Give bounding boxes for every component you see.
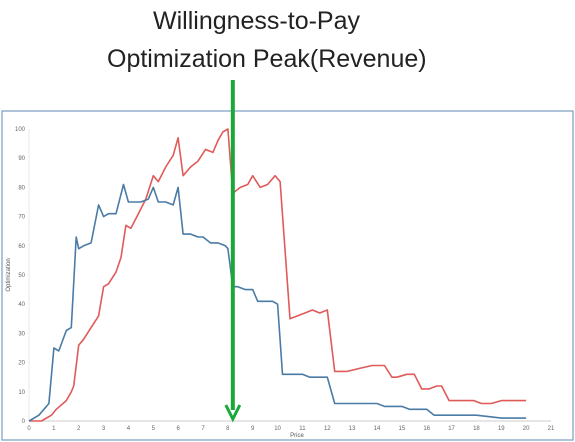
x-axis-label: Price	[290, 433, 304, 439]
x-tick-label: 13	[349, 426, 356, 432]
y-tick-label: 40	[18, 302, 25, 308]
peak-arrow	[224, 80, 242, 423]
series-layer	[28, 128, 527, 422]
x-tick-label: 12	[324, 426, 331, 432]
chart-frame	[1, 110, 574, 441]
x-tick-label: 6	[176, 426, 180, 432]
x-tick-label: 11	[299, 426, 306, 432]
y-tick-label: 20	[18, 361, 25, 367]
chart-subtitle: Optimization Peak(Revenue)	[107, 45, 427, 73]
y-tick-label: 10	[18, 390, 25, 396]
x-tick-label: 2	[77, 426, 81, 432]
x-tick-label: 5	[152, 426, 156, 432]
y-tick-label: 60	[18, 244, 25, 250]
red-series-line	[29, 128, 527, 422]
x-tick-label: 18	[473, 426, 480, 432]
y-tick-label: 70	[18, 215, 25, 221]
x-tick-label: 19	[498, 426, 505, 432]
x-tick-label: 16	[423, 426, 430, 432]
x-tick-label: 0	[27, 426, 31, 432]
y-tick-label: 100	[15, 127, 26, 133]
x-tick-label: 14	[374, 426, 381, 432]
y-axis-ticks: 0 10 20 30 40 50 60 70 80 90 100	[15, 127, 26, 425]
x-tick-label: 17	[448, 426, 455, 432]
chart-title-block: Willingness-to-Pay Optimization Peak(Rev…	[0, 0, 575, 90]
x-axis-ticks: 0 1 2 3 4 5 6 7 8 9 10 11 12 13 14 15 16 17 18 19 20 21	[27, 426, 555, 432]
x-tick-label: 1	[52, 426, 56, 432]
y-tick-label: 90	[18, 156, 25, 162]
x-tick-label: 8	[226, 426, 230, 432]
y-tick-label: 30	[18, 331, 25, 337]
x-tick-label: 9	[251, 426, 255, 432]
x-tick-label: 15	[399, 426, 406, 432]
x-tick-label: 21	[548, 426, 555, 432]
chart-title: Willingness-to-Pay	[153, 7, 361, 35]
y-tick-label: 50	[18, 273, 25, 279]
x-tick-label: 4	[127, 426, 131, 432]
x-tick-label: 7	[201, 426, 205, 432]
y-tick-label: 80	[18, 185, 25, 191]
x-tick-label: 20	[523, 426, 530, 432]
peak-arrow-head	[224, 404, 242, 423]
x-tick-label: 10	[274, 426, 281, 432]
y-tick-label: 0	[22, 419, 26, 425]
blue-series-line	[28, 183, 527, 422]
y-axis-label: Optimization	[6, 258, 12, 291]
x-tick-label: 3	[102, 426, 106, 432]
